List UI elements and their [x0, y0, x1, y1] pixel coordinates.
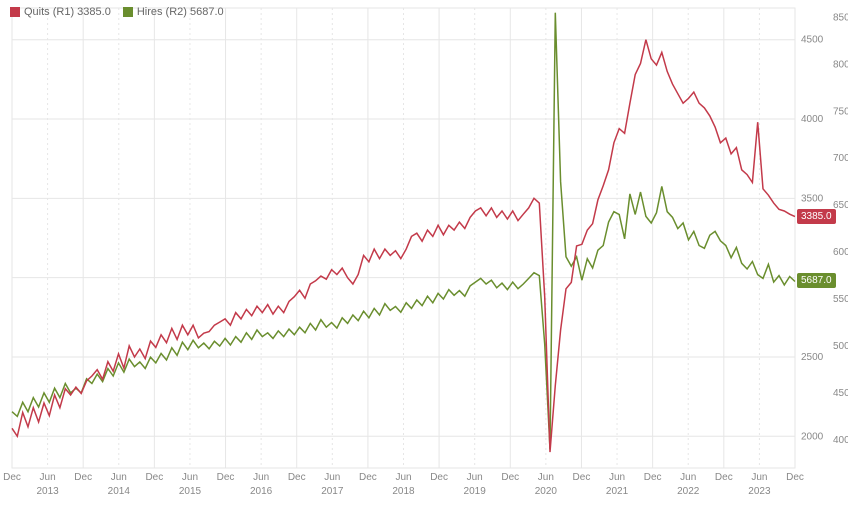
svg-text:Jun: Jun — [538, 472, 554, 483]
svg-text:2013: 2013 — [36, 486, 59, 497]
svg-text:2500: 2500 — [801, 352, 824, 363]
chart-container: Dec Jun Dec Jun Dec Jun Dec Jun Dec Jun Dec Jun Dec J… — [0, 0, 848, 505]
svg-text:2015: 2015 — [179, 486, 202, 497]
svg-text:Dec: Dec — [644, 472, 662, 483]
svg-text:4000: 4000 — [833, 435, 848, 446]
legend-item-quits: Quits (R1) 3385.0 — [10, 6, 111, 18]
svg-text:Jun: Jun — [182, 472, 198, 483]
svg-text:8000: 8000 — [833, 59, 848, 70]
value-tag-hires: 5687.0 — [797, 273, 836, 288]
svg-text:7000: 7000 — [833, 153, 848, 164]
svg-text:Jun: Jun — [680, 472, 696, 483]
svg-text:2018: 2018 — [392, 486, 415, 497]
svg-text:4500: 4500 — [833, 388, 848, 399]
value-tag-quits-text: 3385.0 — [801, 211, 832, 222]
svg-text:Jun: Jun — [111, 472, 127, 483]
svg-text:Dec: Dec — [3, 472, 21, 483]
svg-text:Jun: Jun — [609, 472, 625, 483]
svg-text:5000: 5000 — [833, 341, 848, 352]
svg-text:2022: 2022 — [677, 486, 700, 497]
svg-text:2016: 2016 — [250, 486, 273, 497]
svg-text:5500: 5500 — [833, 294, 848, 305]
svg-text:2014: 2014 — [108, 486, 131, 497]
svg-text:Dec: Dec — [145, 472, 163, 483]
legend-swatch-hires — [123, 7, 133, 17]
svg-text:2017: 2017 — [321, 486, 344, 497]
svg-text:3500: 3500 — [801, 193, 824, 204]
svg-text:Dec: Dec — [288, 472, 306, 483]
legend-label-hires: Hires (R2) 5687.0 — [137, 6, 224, 18]
legend-item-hires: Hires (R2) 5687.0 — [123, 6, 224, 18]
svg-text:Dec: Dec — [74, 472, 92, 483]
svg-text:Dec: Dec — [715, 472, 733, 483]
svg-text:4000: 4000 — [801, 114, 824, 125]
svg-text:Dec: Dec — [501, 472, 519, 483]
legend-swatch-quits — [10, 7, 20, 17]
svg-text:Dec: Dec — [573, 472, 591, 483]
svg-text:8500: 8500 — [833, 12, 848, 23]
svg-text:Jun: Jun — [324, 472, 340, 483]
svg-text:2023: 2023 — [748, 486, 771, 497]
svg-text:Dec: Dec — [430, 472, 448, 483]
svg-text:Jun: Jun — [751, 472, 767, 483]
svg-text:4500: 4500 — [801, 35, 824, 46]
value-tag-quits: 3385.0 — [797, 209, 836, 224]
legend: Quits (R1) 3385.0 Hires (R2) 5687.0 — [10, 6, 224, 18]
value-tag-hires-text: 5687.0 — [801, 275, 832, 286]
svg-text:Dec: Dec — [359, 472, 377, 483]
legend-label-quits: Quits (R1) 3385.0 — [24, 6, 111, 18]
svg-text:Jun: Jun — [253, 472, 269, 483]
svg-text:Dec: Dec — [786, 472, 804, 483]
svg-text:7500: 7500 — [833, 106, 848, 117]
svg-text:2020: 2020 — [535, 486, 558, 497]
chart-svg: Dec Jun Dec Jun Dec Jun Dec Jun Dec Jun Dec Jun Dec J… — [0, 0, 848, 505]
svg-text:2021: 2021 — [606, 486, 629, 497]
svg-text:Jun: Jun — [467, 472, 483, 483]
svg-text:6000: 6000 — [833, 247, 848, 258]
svg-text:Dec: Dec — [217, 472, 235, 483]
svg-text:Jun: Jun — [395, 472, 411, 483]
svg-text:Jun: Jun — [40, 472, 56, 483]
svg-text:2000: 2000 — [801, 431, 824, 442]
svg-text:2019: 2019 — [464, 486, 487, 497]
